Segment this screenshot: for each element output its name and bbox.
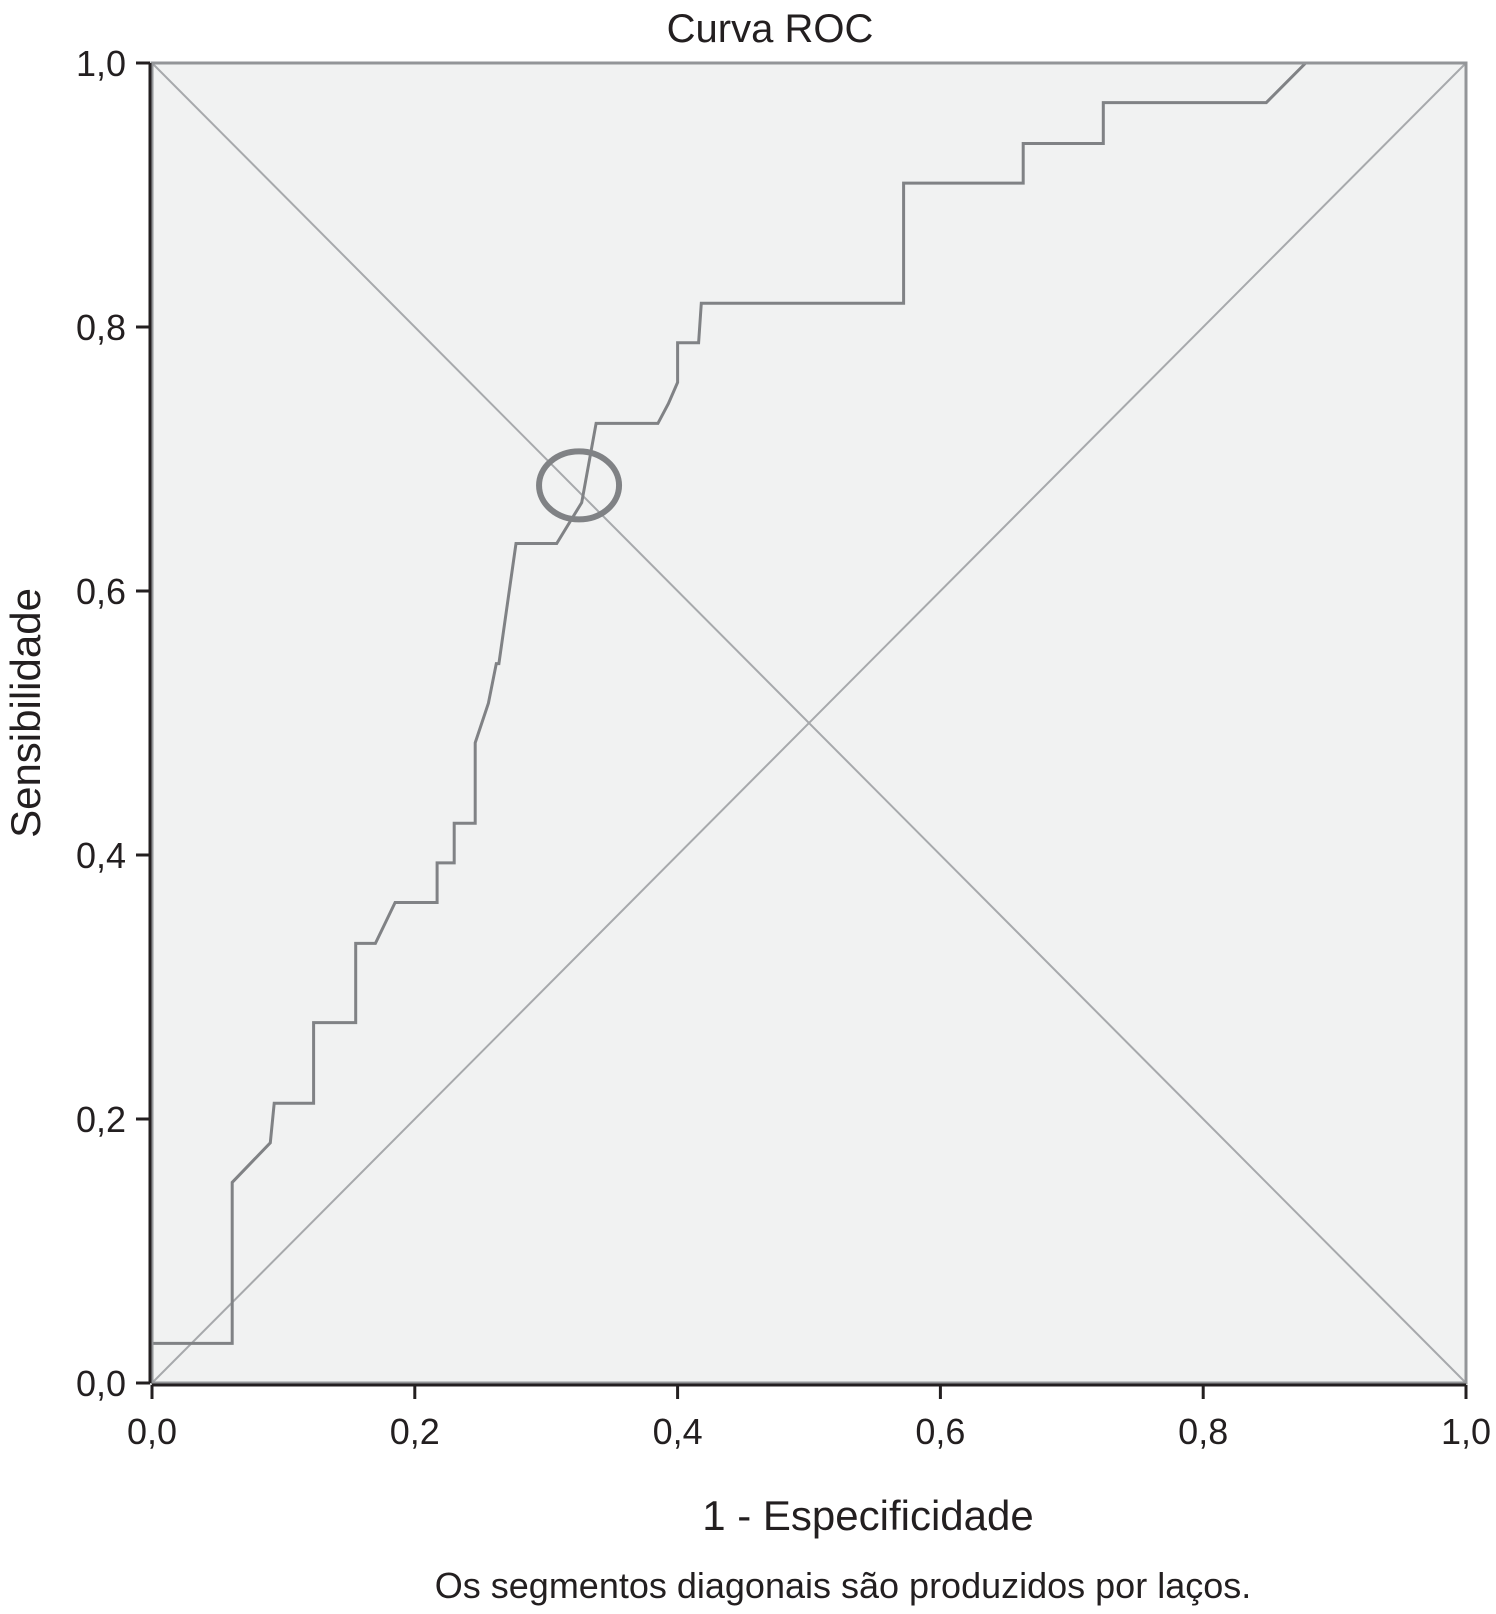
y-axis-label: Sensibilidade — [2, 588, 49, 838]
x-tick-label: 1,0 — [1441, 1411, 1491, 1452]
reference-lines — [151, 62, 1467, 1384]
x-axis-label: 1 - Especificidade — [702, 1492, 1034, 1539]
cutoff-marker-circle — [536, 448, 623, 523]
chart-title: Curva ROC — [667, 7, 874, 51]
y-tick-label: 0,4 — [76, 835, 126, 876]
x-tick-label: 0,8 — [1178, 1411, 1228, 1452]
y-axis: 0,0 0,2 0,4 0,6 0,8 1,0 — [76, 43, 152, 1404]
plot-frame — [150, 61, 1468, 1385]
y-tick-label: 1,0 — [76, 43, 126, 84]
x-axis: 0,0 0,2 0,4 0,6 0,8 1,0 — [127, 1383, 1491, 1452]
x-tick-label: 0,4 — [653, 1411, 703, 1452]
marker-group — [536, 448, 623, 523]
x-tick-label: 0,6 — [915, 1411, 965, 1452]
roc-curve-line — [152, 61, 1466, 1345]
y-tick-label: 0,6 — [76, 571, 126, 612]
reference-line-2 — [151, 62, 1467, 1384]
y-tick-label: 0,8 — [76, 307, 126, 348]
x-tick-label: 0,0 — [127, 1411, 177, 1452]
footnote: Os segmentos diagonais são produzidos po… — [435, 1565, 1251, 1606]
y-tick-label: 0,2 — [76, 1099, 126, 1140]
y-tick-label: 0,0 — [76, 1363, 126, 1404]
roc-curve-group — [152, 61, 1466, 1345]
x-tick-label: 0,2 — [390, 1411, 440, 1452]
